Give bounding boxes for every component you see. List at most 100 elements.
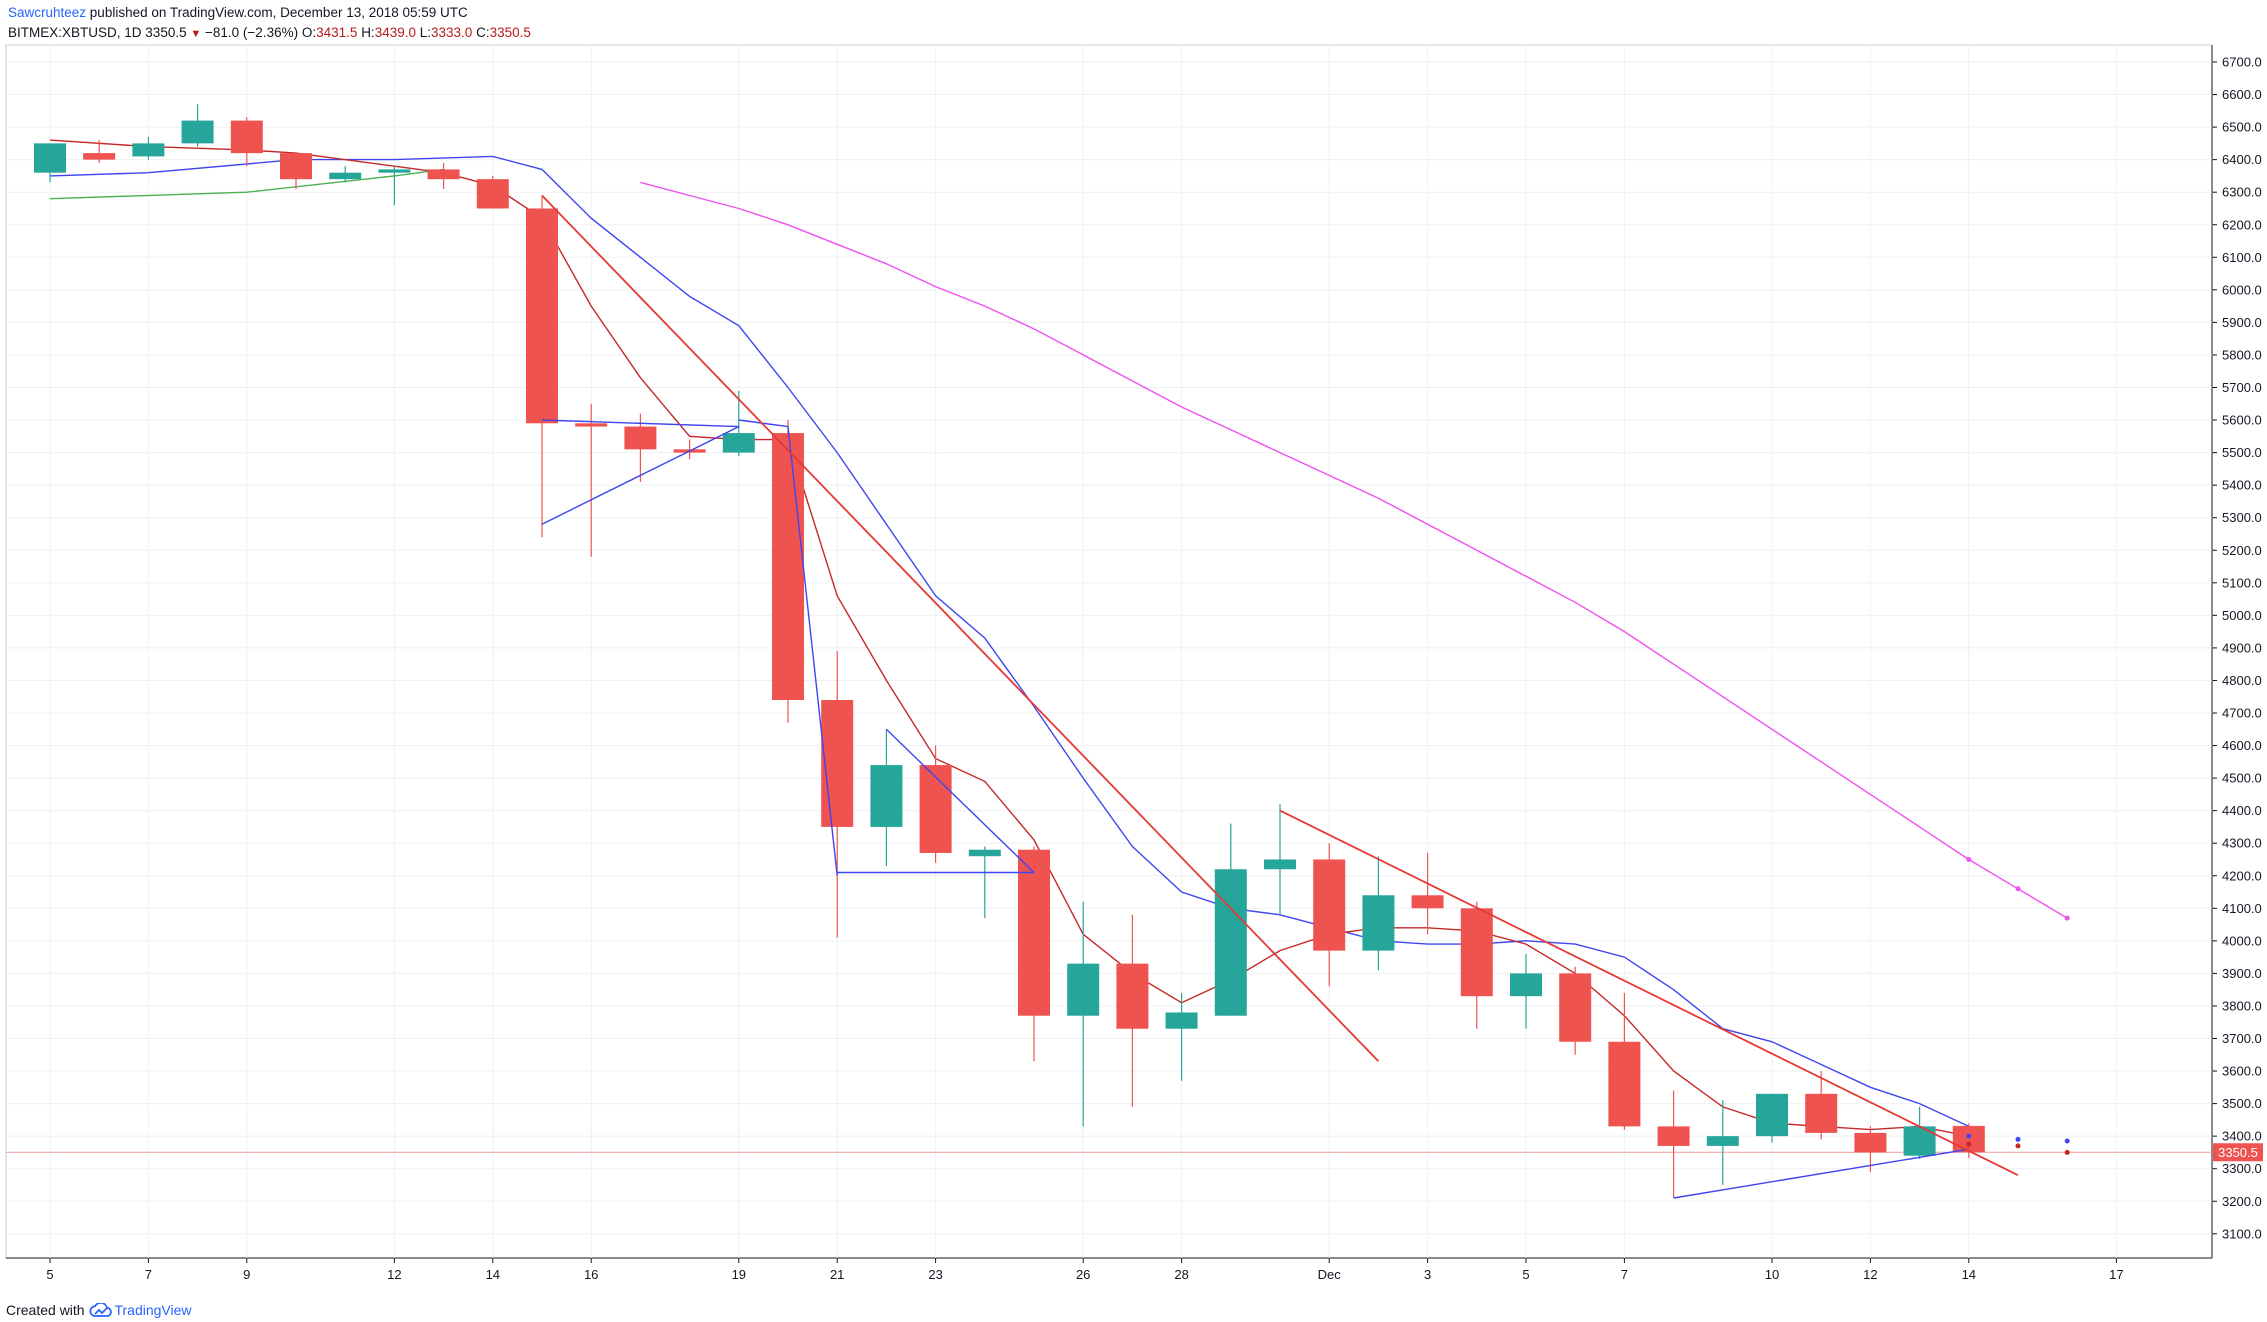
candle-body-up (378, 169, 411, 173)
projected-point-red (2064, 1149, 2070, 1155)
high-label: H: (361, 25, 375, 40)
y-tick-label: 5800.0 (2222, 347, 2262, 362)
candle-body-down (230, 120, 263, 154)
projected-point-blue (2064, 1138, 2070, 1144)
candle-body-down (83, 153, 116, 160)
chart-header: Sawcruhteez published on TradingView.com… (8, 3, 531, 44)
low-value: 3333.0 (431, 25, 473, 40)
last-price-tag (2213, 1143, 2263, 1162)
trendline-blue (787, 426, 838, 876)
candle-body-up (132, 143, 165, 157)
y-tick-label: 6600.0 (2222, 87, 2262, 102)
projected-point-magenta (2015, 886, 2021, 892)
y-tick-label: 5600.0 (2222, 413, 2262, 428)
candle-body-up (1756, 1093, 1788, 1137)
projected-point-red (1966, 1141, 1972, 1147)
candle-body-down (526, 208, 558, 424)
candle-body-down (1805, 1093, 1838, 1133)
y-tick-label: 6700.0 (2222, 55, 2262, 70)
x-tick-label: 21 (830, 1267, 844, 1282)
x-tick-label: 28 (1174, 1267, 1188, 1282)
last-price: 3350.5 (145, 25, 187, 40)
x-tick-label: 10 (1765, 1267, 1779, 1282)
candle-body-up (1165, 1012, 1198, 1029)
x-tick-label: 23 (928, 1267, 942, 1282)
projected-point-magenta (1966, 856, 1972, 862)
y-tick-label: 4100.0 (2222, 901, 2262, 916)
y-tick-label: 5700.0 (2222, 380, 2262, 395)
y-tick-label: 5300.0 (2222, 510, 2262, 525)
trendline-trend (541, 194, 1380, 1062)
y-tick-label: 5900.0 (2222, 315, 2262, 330)
trendline-blue (885, 728, 1035, 874)
y-tick-label: 4600.0 (2222, 738, 2262, 753)
candle-body-up (968, 849, 1001, 857)
publish-line: Sawcruhteez published on TradingView.com… (8, 3, 531, 23)
candle-body-down (919, 765, 952, 853)
tradingview-cloud-icon[interactable] (88, 1303, 114, 1319)
price-change: −81.0 (−2.36%) (205, 25, 299, 40)
y-tick-label: 5000.0 (2222, 608, 2262, 623)
y-tick-label: 5500.0 (2222, 445, 2262, 460)
close-value: 3350.5 (489, 25, 531, 40)
candle-body-down (1313, 859, 1346, 951)
candle-body-up (1706, 1136, 1739, 1146)
y-tick-label: 6000.0 (2222, 282, 2262, 297)
y-tick-label: 4400.0 (2222, 803, 2262, 818)
y-tick-label: 6200.0 (2222, 217, 2262, 232)
y-tick-label: 4700.0 (2222, 706, 2262, 721)
candle-body-up (722, 433, 755, 453)
last-price-tag-label: 3350.5 (2218, 1145, 2258, 1160)
candle-body-down (821, 699, 854, 827)
projected-point-red (2015, 1143, 2021, 1149)
projected-point-blue (2015, 1136, 2021, 1142)
candle-body-up (1264, 859, 1296, 870)
trendline-trend (1279, 809, 2019, 1177)
y-tick-label: 3700.0 (2222, 1031, 2262, 1046)
moving-average-blue-ma (49, 155, 1970, 1128)
author-link[interactable]: Sawcruhteez (8, 5, 87, 20)
candle-body-up (1903, 1126, 1936, 1156)
candle-body-down (772, 433, 804, 700)
y-tick-label: 5100.0 (2222, 575, 2262, 590)
x-tick-label: 14 (1962, 1267, 1976, 1282)
y-tick-label: 3500.0 (2222, 1096, 2262, 1111)
y-tick-label: 6500.0 (2222, 120, 2262, 135)
plot-frame (5, 44, 2213, 1259)
tradingview-brand[interactable]: TradingView (114, 1302, 192, 1318)
y-tick-label: 6100.0 (2222, 250, 2262, 265)
candle-body-down (1608, 1041, 1641, 1127)
candle-body-up (1067, 963, 1100, 1016)
candle-body-up (1362, 895, 1395, 951)
y-tick-label: 3900.0 (2222, 966, 2262, 981)
candle-body-down (476, 179, 509, 209)
trendline-blue (541, 419, 739, 428)
candle-body-up (181, 120, 214, 144)
candle-body-down (1854, 1132, 1887, 1153)
x-tick-label: 3 (1424, 1267, 1431, 1282)
y-tick-label: 3800.0 (2222, 998, 2262, 1013)
low-label: L: (419, 25, 432, 40)
candle-body-up (1510, 973, 1542, 997)
y-tick-label: 4800.0 (2222, 673, 2262, 688)
trendline-blue (1673, 1148, 1969, 1199)
arrow-down-icon: ▼ (190, 28, 202, 40)
x-tick-label: Dec (1318, 1267, 1342, 1282)
x-tick-label: 26 (1076, 1267, 1090, 1282)
x-tick-label: 16 (584, 1267, 598, 1282)
candle-body-down (1411, 895, 1444, 909)
y-tick-label: 4200.0 (2222, 868, 2262, 883)
y-tick-label: 4000.0 (2222, 933, 2262, 948)
candle-body-down (280, 153, 312, 180)
candle-body-down (1559, 973, 1592, 1042)
y-tick-label: 6400.0 (2222, 152, 2262, 167)
trendline-blue (541, 425, 740, 525)
candle-body-down (1460, 908, 1493, 997)
trendline-blue (738, 419, 789, 428)
y-tick-label: 5400.0 (2222, 478, 2262, 493)
open-label: O: (301, 25, 317, 40)
symbol-label: BITMEX:XBTUSD, 1D (8, 25, 142, 40)
x-tick-label: 5 (1522, 1267, 1529, 1282)
x-tick-label: 19 (732, 1267, 746, 1282)
